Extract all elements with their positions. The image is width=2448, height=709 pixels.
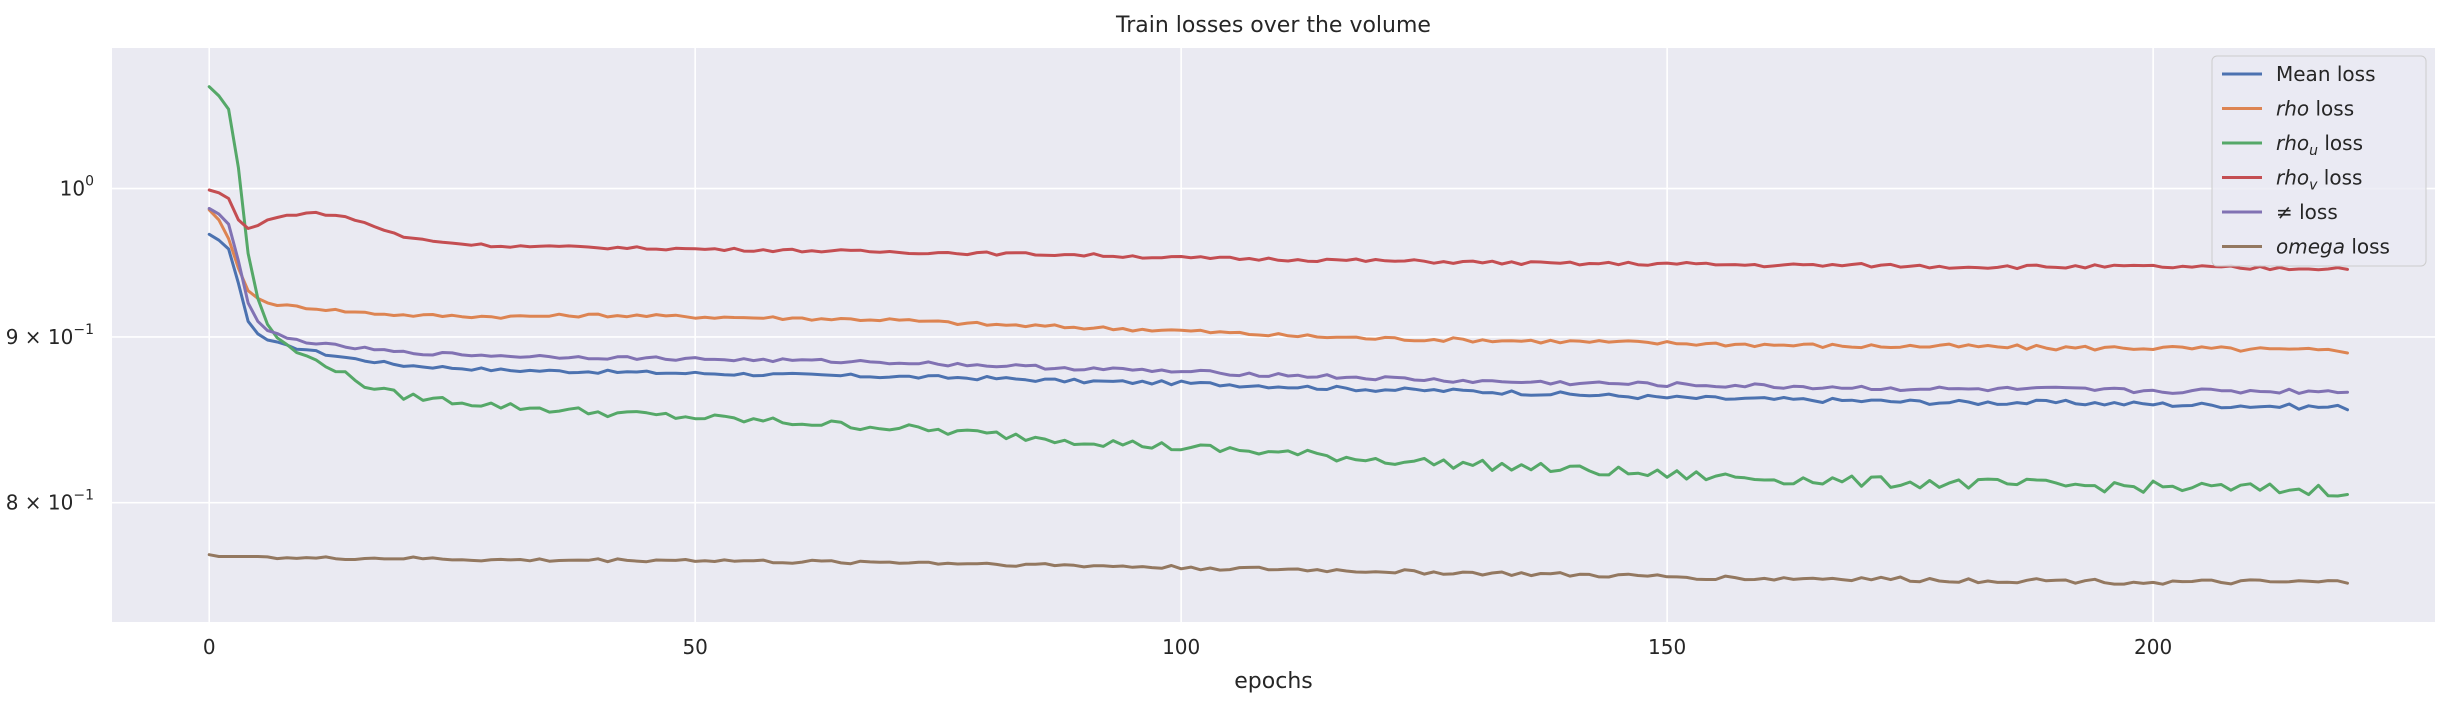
legend: Mean loss rho loss rhou loss rhov loss ≠ los… <box>2211 55 2427 267</box>
legend-label: rho loss <box>2276 97 2354 121</box>
x-tick-label: 0 <box>203 635 216 659</box>
legend-label: omega loss <box>2276 235 2390 259</box>
grid <box>112 48 2435 622</box>
legend-label: rhou loss <box>2276 131 2363 159</box>
y-tick-label: 100 <box>60 174 94 201</box>
legend-box <box>2211 55 2427 267</box>
x-tick-label: 100 <box>1162 635 1200 659</box>
tick-labels: 0 50 100 150 200 100 9 × 10−1 8 × 10−1 <box>6 174 2173 659</box>
x-tick-label: 50 <box>682 635 707 659</box>
chart-title: Train losses over the volume <box>1115 13 1431 38</box>
series-line <box>207 208 2349 355</box>
series-line <box>207 85 2349 498</box>
series-line <box>207 206 2349 395</box>
legend-label: Mean loss <box>2276 62 2376 86</box>
x-tick-label: 200 <box>2134 635 2172 659</box>
series-line <box>207 188 2349 272</box>
legend-label: rhov loss <box>2276 166 2362 194</box>
series-line <box>207 232 2349 412</box>
series-lines <box>207 85 2349 586</box>
legend-label: ≠ loss <box>2276 200 2338 224</box>
y-tick-label: 8 × 10−1 <box>6 488 94 515</box>
y-tick-label: 9 × 10−1 <box>6 322 94 349</box>
x-axis-label: epochs <box>1234 669 1312 694</box>
series-line <box>207 553 2349 586</box>
x-tick-label: 150 <box>1648 635 1686 659</box>
